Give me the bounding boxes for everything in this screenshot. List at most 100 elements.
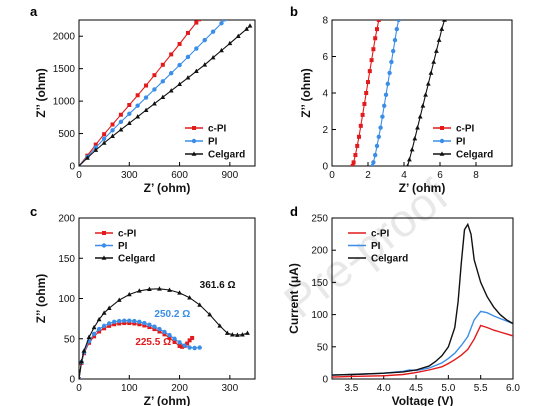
data-point-c-PI xyxy=(144,83,149,88)
data-point-PI xyxy=(396,20,401,23)
data-point-c-PI xyxy=(147,325,152,330)
data-point-Celgard xyxy=(207,312,213,317)
data-point-c-PI xyxy=(137,322,142,327)
data-point-PI xyxy=(383,92,389,98)
x-tick-label: 5.5 xyxy=(474,383,488,394)
data-point-c-PI xyxy=(353,153,358,158)
series-group xyxy=(79,20,253,166)
data-point-PI xyxy=(373,152,378,158)
data-point-PI xyxy=(162,329,167,335)
legend-marker xyxy=(191,151,197,156)
data-point-Celgard xyxy=(79,376,81,379)
data-point-Celgard xyxy=(229,332,235,337)
data-point-PI xyxy=(382,103,387,108)
data-point-Celgard xyxy=(79,163,81,166)
data-point-c-PI xyxy=(160,62,165,67)
chart-panel-a: 0 300 600 900 0 500 1000 1500 2000 Z’ (ohm) Z’’ (o… xyxy=(30,4,256,195)
data-point-Celgard xyxy=(407,157,412,162)
legend-marker xyxy=(192,126,196,130)
legend-label: Celgard xyxy=(208,150,245,161)
data-point-c-PI xyxy=(107,323,112,328)
series-line-c-PI xyxy=(352,20,380,166)
data-point-c-PI xyxy=(157,329,162,334)
x-tick-label: 300 xyxy=(222,383,239,394)
data-point-Celgard xyxy=(143,107,149,112)
data-point-PI xyxy=(182,343,187,348)
data-point-PI xyxy=(371,160,376,165)
y-tick-label: 6 xyxy=(322,52,328,63)
data-point-c-PI xyxy=(187,338,192,343)
data-point-c-PI xyxy=(112,322,117,327)
x-tick-label: 6.0 xyxy=(506,383,520,394)
data-point-c-PI xyxy=(355,143,360,148)
legend-label: PI xyxy=(208,137,218,148)
data-point-Celgard xyxy=(247,23,253,28)
legend-marker xyxy=(191,138,197,144)
data-point-PI xyxy=(376,134,381,139)
data-point-Celgard xyxy=(442,20,447,22)
plot-frame xyxy=(78,217,256,380)
data-point-Celgard xyxy=(157,286,162,291)
y-tick-label: 0 xyxy=(69,162,75,173)
x-tick-label: 0 xyxy=(76,383,82,394)
data-point-PI xyxy=(117,318,122,324)
legend-label: PI xyxy=(456,137,466,148)
data-point-PI xyxy=(389,59,394,65)
y-axis-label: Current (μA) xyxy=(287,263,301,334)
data-point-c-PI xyxy=(172,339,177,344)
data-point-Celgard xyxy=(81,348,87,353)
data-point-Celgard xyxy=(185,75,191,80)
x-tick-label: 4 xyxy=(401,170,407,181)
data-point-Celgard xyxy=(227,40,233,46)
data-point-Celgard xyxy=(160,94,166,100)
data-point-PI xyxy=(122,318,127,323)
legend-label: c-PI xyxy=(208,124,227,135)
y-tick-label: 8 xyxy=(322,16,328,27)
data-point-PI xyxy=(380,114,385,119)
y-tick-label: 1500 xyxy=(53,64,76,75)
data-point-c-PI xyxy=(369,58,374,63)
data-point-PI xyxy=(106,321,112,326)
data-point-PI xyxy=(172,336,177,341)
data-point-PI xyxy=(391,48,396,54)
y-tick-label: 150 xyxy=(58,254,75,265)
legend-marker xyxy=(101,243,107,248)
x-tick-label: 4.5 xyxy=(409,383,423,394)
data-point-c-PI xyxy=(177,42,182,47)
data-point-c-PI xyxy=(102,132,107,137)
data-point-c-PI xyxy=(122,321,127,326)
x-tick-label: 5.0 xyxy=(441,383,455,394)
data-point-PI xyxy=(394,26,399,32)
data-point-c-PI xyxy=(357,134,361,139)
data-point-PI xyxy=(194,46,199,51)
annotation-label: 250.2 Ω xyxy=(154,309,190,320)
legend-label: PI xyxy=(371,241,381,252)
legend-marker xyxy=(102,231,106,235)
panel-label: c xyxy=(30,204,37,219)
data-point-PI xyxy=(112,319,117,325)
chart-panel-d: 3.5 4.0 4.5 5.0 5.5 6.0 0 50 100 150 200 250 Voltage… xyxy=(287,204,520,406)
data-point-PI xyxy=(202,37,207,43)
data-point-c-PI xyxy=(127,103,132,108)
data-point-c-PI xyxy=(93,142,98,147)
x-axis-label: Voltage (V) xyxy=(392,394,454,406)
data-point-c-PI xyxy=(358,123,363,128)
legend-label: Celgard xyxy=(456,150,493,161)
data-point-c-PI xyxy=(197,20,202,22)
data-point-Celgard xyxy=(202,62,208,67)
data-point-Celgard xyxy=(210,55,216,60)
data-point-PI xyxy=(387,70,392,76)
x-tick-label: 0 xyxy=(76,170,82,181)
x-tick-label: 900 xyxy=(222,170,239,181)
y-axis-label: Z’’ (ohm) xyxy=(34,274,48,324)
data-point-Celgard xyxy=(101,310,107,315)
data-point-Celgard xyxy=(126,291,132,297)
data-point-PI xyxy=(152,87,157,92)
data-point-Celgard xyxy=(96,316,102,322)
data-point-PI xyxy=(219,21,224,26)
y-tick-label: 100 xyxy=(58,294,75,305)
data-point-c-PI xyxy=(142,323,147,328)
y-tick-label: 50 xyxy=(317,342,329,353)
data-point-c-PI xyxy=(367,69,372,74)
